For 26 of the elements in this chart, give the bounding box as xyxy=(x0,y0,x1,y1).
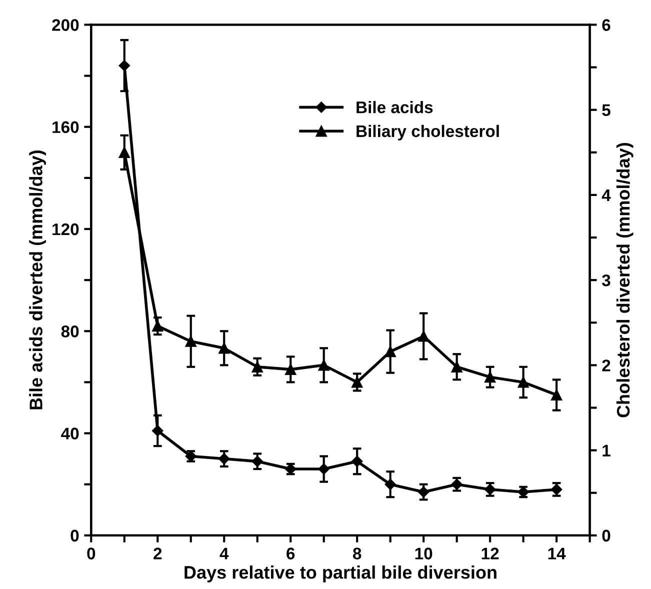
x-tick-label: 2 xyxy=(154,548,162,560)
y-tick-label: 0 xyxy=(70,530,79,542)
y-tick-label: 200 xyxy=(52,19,79,31)
y2-tick-label: 5 xyxy=(602,104,610,116)
x-tick-label: 4 xyxy=(220,548,229,560)
x-axis-title: Days relative to partial bile diversion xyxy=(184,566,496,582)
y2-tick-label: 6 xyxy=(602,19,610,31)
y-axis-title: Bile acids diverted (mmol/day) xyxy=(29,150,46,410)
legend-label: Biliary cholesterol xyxy=(356,124,499,140)
x-tick-label: 10 xyxy=(415,548,432,560)
x-tick-label: 12 xyxy=(482,548,499,560)
x-tick-label: 8 xyxy=(352,548,362,560)
y-tick-label: 40 xyxy=(61,428,79,440)
x-tick-label: 14 xyxy=(548,548,566,560)
y2-axis-title: Cholesterol diverted (mmol/day) xyxy=(616,143,634,418)
y2-tick-label: 2 xyxy=(602,360,610,372)
x-tick-label: 6 xyxy=(286,548,295,560)
y-tick-label: 160 xyxy=(52,121,79,134)
y2-tick-label: 4 xyxy=(602,190,611,201)
y2-tick-label: 0 xyxy=(602,530,610,542)
legend-label: Bile acids xyxy=(356,101,433,114)
x-tick-label: 0 xyxy=(87,548,96,560)
y2-tick-label: 3 xyxy=(602,274,610,286)
y2-tick-label: 1 xyxy=(602,444,610,456)
y-tick-label: 80 xyxy=(61,326,79,338)
y-tick-label: 120 xyxy=(52,223,79,236)
